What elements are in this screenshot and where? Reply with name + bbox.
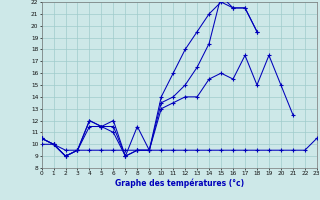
- X-axis label: Graphe des températures (°c): Graphe des températures (°c): [115, 179, 244, 188]
